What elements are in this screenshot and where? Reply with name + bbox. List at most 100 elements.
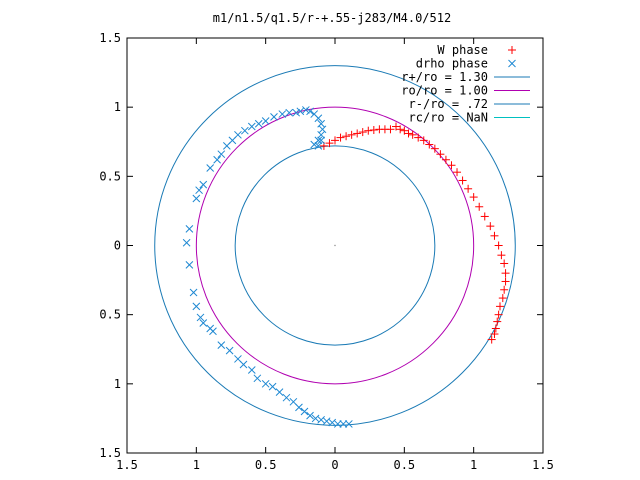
drho-phase-point — [278, 110, 287, 118]
x-tick-label: 1 — [193, 458, 200, 472]
drho-phase-point — [317, 415, 325, 424]
drho-phase-point — [225, 346, 234, 355]
drho-phase-point — [241, 126, 249, 135]
legend-label: r-/ro = .72 — [409, 97, 488, 111]
w-phase-point — [408, 130, 417, 139]
y-tick-label: 1 — [114, 100, 121, 114]
w-phase-point — [331, 136, 339, 145]
w-phase-point — [500, 285, 509, 294]
circle-0.72 — [234, 145, 436, 346]
drho-phase-point — [247, 122, 256, 131]
w-phase-point — [342, 132, 351, 141]
w-phase-point — [501, 269, 510, 278]
w-phase-point — [486, 222, 495, 231]
w-phase-point — [496, 302, 505, 311]
drho-phase-point — [254, 119, 263, 128]
drho-phase-point — [222, 142, 231, 150]
w-phase-point — [386, 125, 395, 134]
w-phase-point — [469, 193, 478, 202]
w-phase-point — [325, 139, 334, 148]
legend-label: ro/ro = 1.00 — [401, 84, 488, 98]
w-phase-point — [453, 168, 462, 177]
drho-phase-point — [213, 155, 221, 164]
legend-label: drho phase — [416, 57, 488, 71]
w-phase-point — [404, 129, 413, 138]
drho-phase-point — [253, 374, 262, 383]
drho-phase-point — [306, 107, 314, 116]
drho-phase-point — [206, 164, 215, 172]
x-tick-label: 0.5 — [255, 458, 277, 472]
drho-phase-point — [192, 302, 201, 311]
legend-label: r+/ro = 1.30 — [401, 70, 488, 84]
drho-phase-point — [217, 341, 226, 349]
w-phase-point — [369, 125, 378, 134]
w-phase-point — [494, 310, 503, 319]
drho-phase-point — [239, 360, 248, 369]
drho-phase-point — [300, 407, 309, 416]
w-phase-point — [487, 335, 496, 344]
drho-phase-point — [199, 180, 208, 189]
drho-phase-point — [333, 420, 342, 428]
origin-dot — [334, 244, 336, 247]
w-phase-point — [414, 133, 423, 142]
drho-phase-point — [192, 194, 201, 203]
drho-phase-point — [317, 119, 325, 128]
drho-phase-point — [306, 411, 314, 420]
drho-phase-point — [282, 393, 291, 402]
w-phase-point — [400, 126, 409, 135]
w-phase-point — [475, 202, 484, 211]
y-tick-label: 0 — [114, 239, 121, 253]
drho-phase-point — [314, 142, 323, 150]
w-phase-point — [447, 161, 456, 170]
w-phase-point — [498, 294, 507, 303]
drho-phase-point — [339, 420, 348, 428]
x-tick-label: 1 — [470, 458, 477, 472]
legend-label: W phase — [437, 43, 488, 57]
w-phase-point — [494, 241, 503, 250]
drho-phase-point — [182, 238, 191, 247]
y-tick-label: 0.5 — [99, 308, 121, 322]
x-tick-label: 0.5 — [393, 458, 415, 472]
w-phase-point — [430, 144, 439, 153]
drho-phase-point — [345, 420, 353, 428]
drho-phase-point — [275, 388, 284, 396]
chart-title: m1/n1.5/q1.5/r-+.55-j283/M4.0/512 — [213, 11, 451, 25]
drho-phase-point — [195, 186, 203, 195]
legend-label: rc/ro = NaN — [409, 111, 488, 125]
legend-marker-drho-phase — [508, 59, 516, 68]
w-phase-point — [490, 231, 499, 240]
w-phase-point — [419, 136, 428, 145]
drho-phase-point — [209, 327, 217, 336]
drho-phase-point — [295, 403, 303, 412]
drho-phase-point — [189, 288, 198, 297]
drho-phase-point — [261, 379, 270, 388]
y-tick-label: 0.5 — [99, 169, 121, 183]
drho-phase-point — [268, 382, 277, 391]
x-tick-label: 1.5 — [532, 458, 554, 472]
w-phase-point — [501, 277, 510, 286]
w-phase-point — [493, 317, 502, 326]
drho-phase-point — [285, 108, 294, 117]
w-phase-point — [364, 126, 373, 135]
w-phase-point — [441, 155, 450, 164]
drho-phase-point — [314, 136, 323, 145]
drho-phase-point — [247, 366, 256, 374]
w-phase-point — [480, 212, 489, 221]
drho-phase-point — [217, 150, 226, 159]
drho-phase-point — [310, 110, 319, 118]
w-phase-point — [392, 122, 401, 131]
drho-phase-point — [261, 117, 270, 125]
y-tick-label: 1 — [114, 377, 121, 391]
w-phase-point — [436, 150, 445, 159]
drho-phase-point — [270, 112, 278, 121]
circle-1 — [195, 106, 475, 385]
w-phase-point — [490, 330, 499, 339]
w-phase-point — [491, 324, 500, 333]
w-phase-point — [497, 251, 506, 260]
drho-phase-point — [296, 107, 305, 116]
drho-phase-point — [322, 417, 331, 426]
y-tick-label: 1.5 — [99, 31, 121, 45]
w-phase-point — [336, 133, 345, 142]
